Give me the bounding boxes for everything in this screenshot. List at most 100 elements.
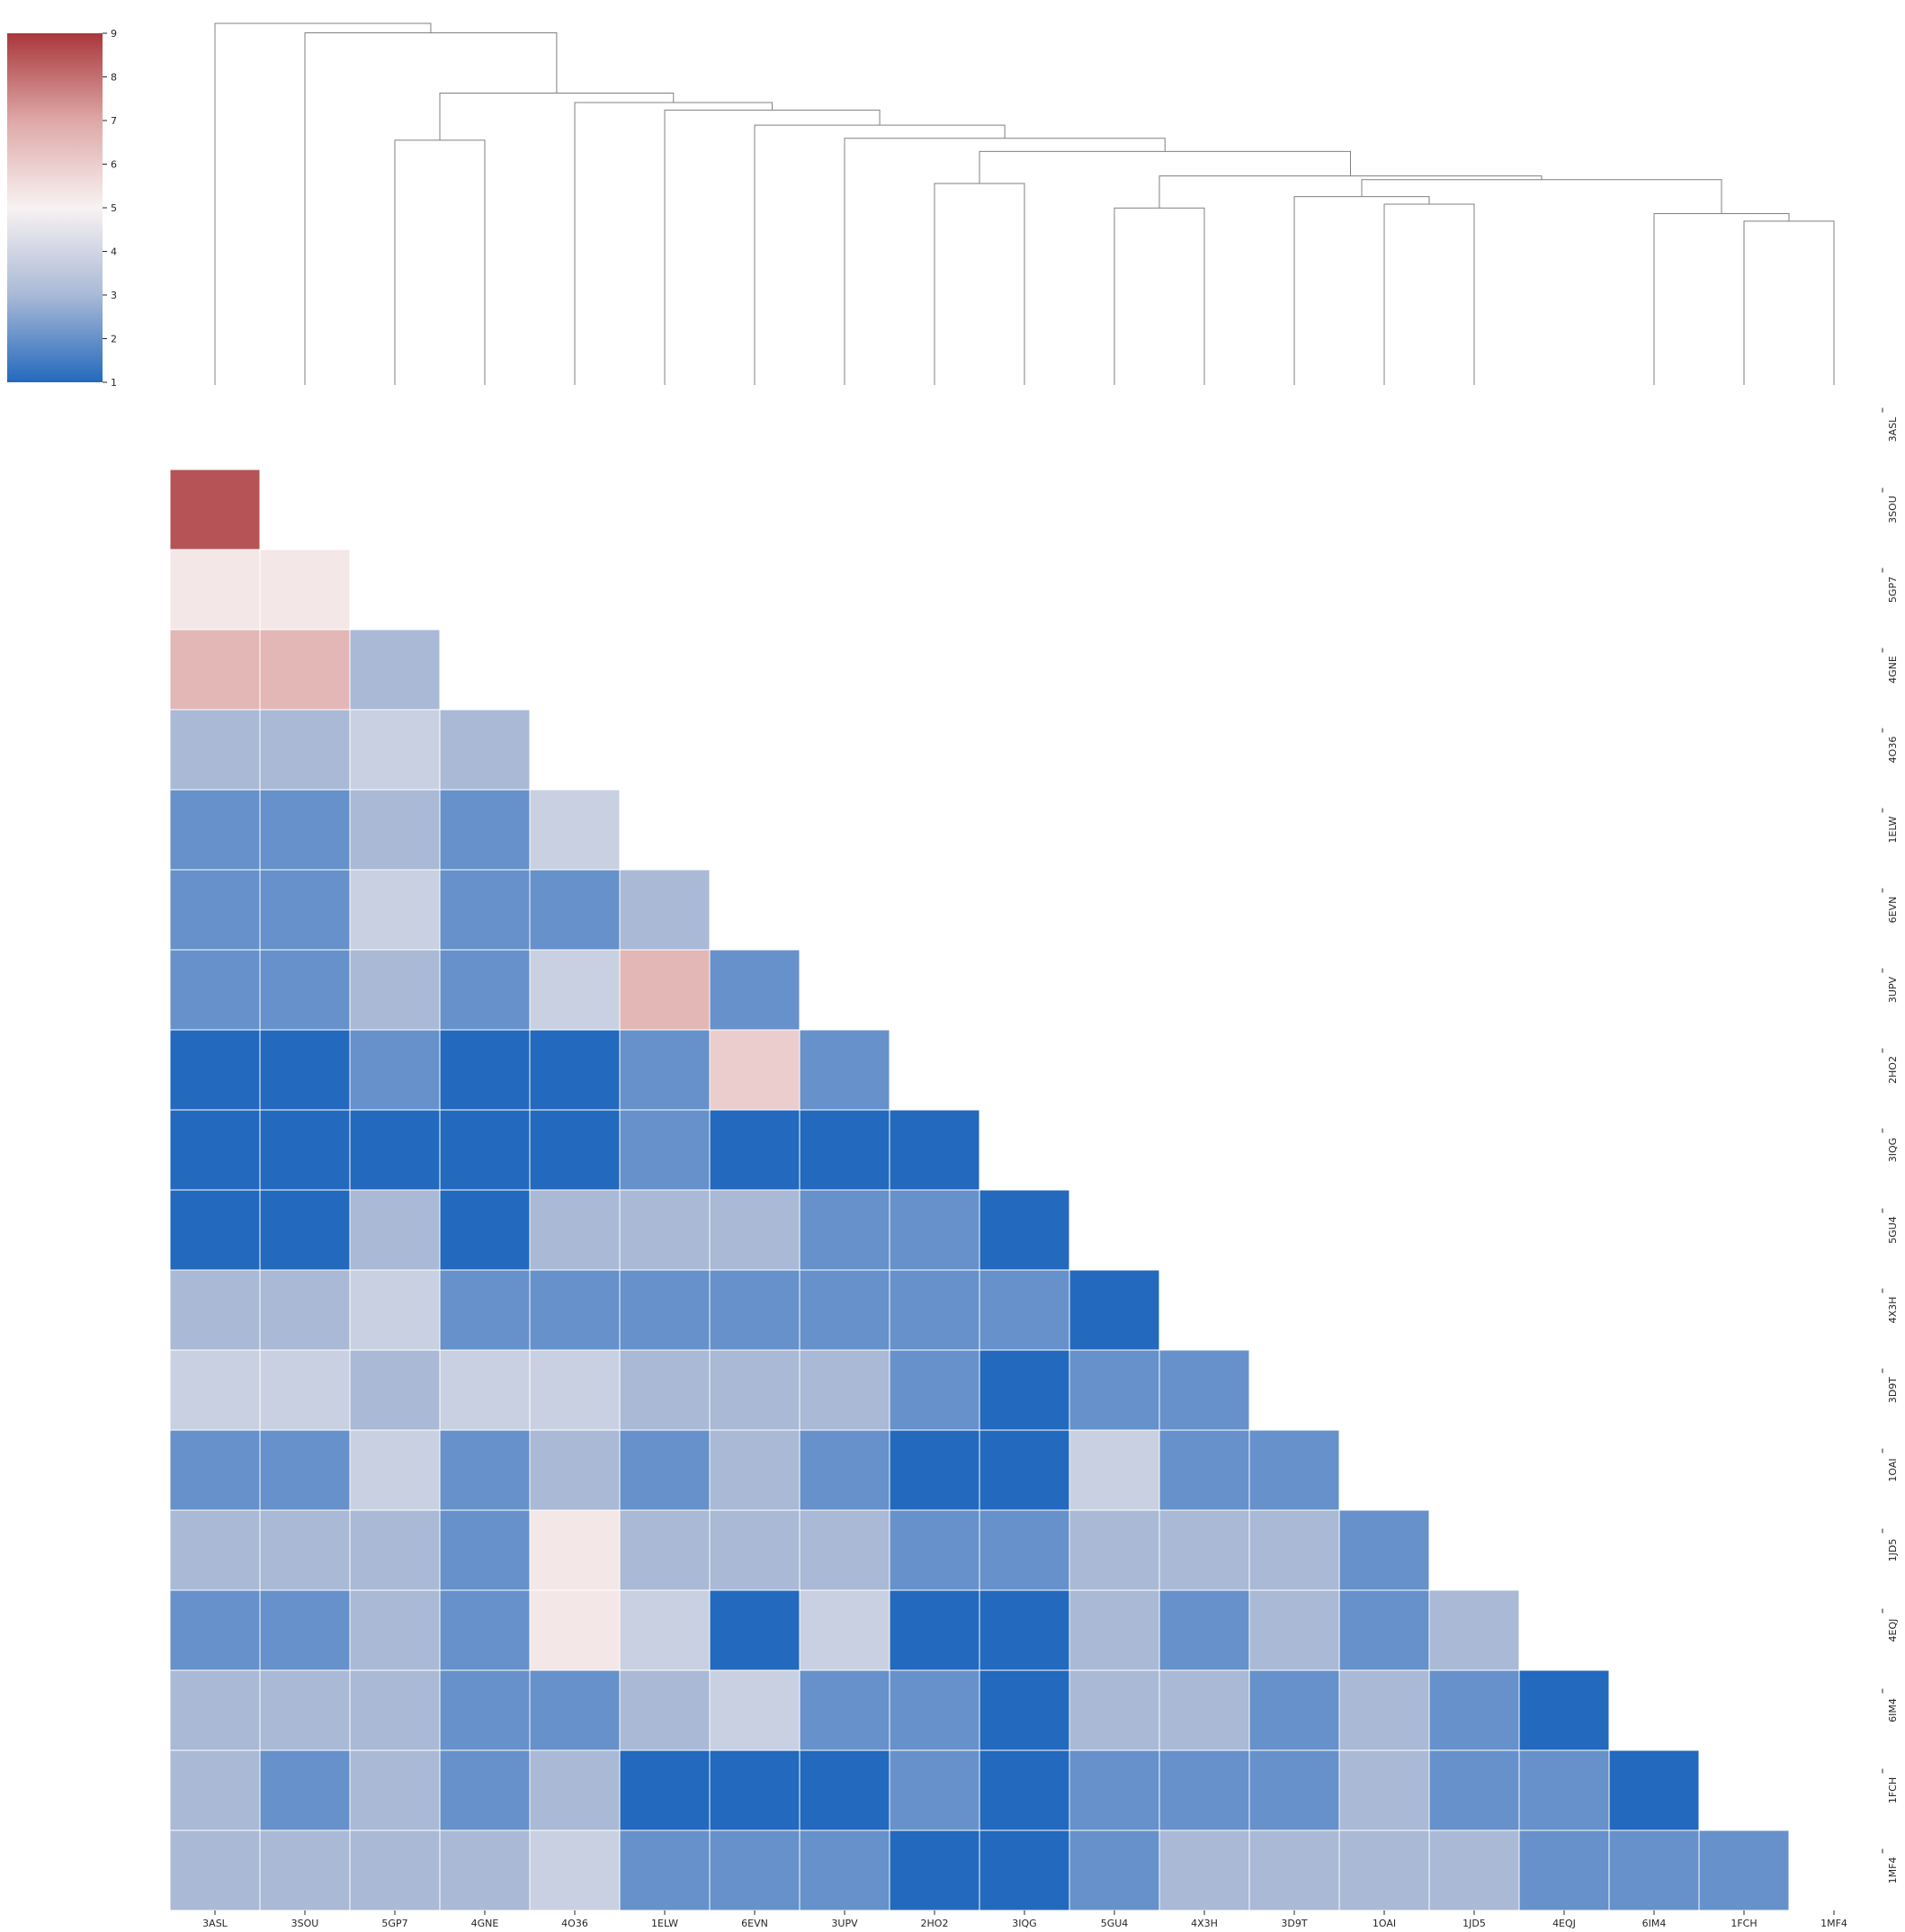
heatmap-cell	[259, 789, 351, 871]
x-tick-label: 1OAI	[1373, 1918, 1396, 1929]
dendrogram-link	[1113, 207, 1205, 385]
x-tick-label: 1JD5	[1462, 1918, 1486, 1929]
heatmap-cell	[619, 1669, 711, 1751]
heatmap-cell	[889, 1429, 980, 1511]
heatmap-cell	[259, 1509, 351, 1591]
heatmap-cell	[799, 1829, 890, 1911]
heatmap-cell	[979, 1589, 1070, 1671]
heatmap-cell	[799, 1029, 890, 1111]
heatmap-cell	[349, 1349, 441, 1431]
heatmap-cell	[619, 1429, 711, 1511]
heatmap-cell	[349, 1749, 441, 1831]
heatmap-cell	[439, 869, 531, 951]
heatmap-cell	[439, 1189, 531, 1271]
heatmap-cell	[169, 949, 261, 1031]
heatmap-cell	[979, 1189, 1070, 1271]
heatmap-cell	[1428, 1749, 1520, 1831]
heatmap-cell	[529, 1749, 621, 1831]
heatmap-cell	[1158, 1749, 1250, 1831]
heatmap-cell	[529, 1349, 621, 1431]
heatmap-cell	[349, 1429, 441, 1511]
heatmap-cell	[259, 949, 351, 1031]
heatmap-cell	[349, 1109, 441, 1191]
heatmap-cell	[1158, 1509, 1250, 1591]
heatmap-cell	[1069, 1429, 1160, 1511]
heatmap-cell	[799, 1669, 890, 1751]
heatmap-cell	[1069, 1829, 1160, 1911]
heatmap-cell	[799, 1269, 890, 1351]
heatmap-cell	[1338, 1589, 1430, 1671]
y-tick-label: 5GU4	[1887, 1216, 1899, 1244]
y-tick-label: 3SOU	[1887, 496, 1899, 523]
colorbar-tick-label: 3	[111, 290, 117, 301]
heatmap-cell	[979, 1349, 1070, 1431]
heatmap-cell	[1428, 1589, 1520, 1671]
heatmap-cell	[529, 1509, 621, 1591]
heatmap-cell	[439, 789, 531, 871]
heatmap-cell	[709, 1669, 800, 1751]
heatmap-cell	[169, 469, 261, 550]
heatmap-cell	[1069, 1749, 1160, 1831]
y-tick-labels: 3ASL 3SOU 5GP7 4GNE 4O36 1ELW 6EVN 3UPV 2HO2 3IQG…	[1882, 407, 1899, 1883]
heatmap-cell	[259, 1109, 351, 1191]
heatmap-cell	[889, 1829, 980, 1911]
heatmap-cell	[349, 1509, 441, 1591]
heatmap-cell	[169, 1669, 261, 1751]
y-tick-label: 5GP7	[1887, 577, 1899, 603]
y-tick-label: 6EVN	[1887, 897, 1899, 924]
x-tick-label: 2HO2	[921, 1918, 949, 1929]
heatmap-cell	[349, 1269, 441, 1351]
heatmap-cell	[889, 1109, 980, 1191]
heatmap-cell	[709, 1189, 800, 1271]
x-tick-label: 6EVN	[741, 1918, 768, 1929]
heatmap-cell	[439, 1589, 531, 1671]
heatmap-cell	[529, 869, 621, 951]
dendrogram-link	[439, 92, 675, 140]
heatmap-cell	[169, 1189, 261, 1271]
heatmap-cell	[259, 1029, 351, 1111]
y-tick-label: 2HO2	[1887, 1056, 1899, 1084]
dendrogram-link	[574, 102, 774, 385]
heatmap-cell	[709, 1109, 800, 1191]
heatmap-cell	[1698, 1829, 1790, 1911]
heatmap-cell	[529, 1669, 621, 1751]
x-tick-label: 4EQJ	[1552, 1918, 1576, 1929]
heatmap-cell	[1069, 1589, 1160, 1671]
heatmap-cell	[1069, 1669, 1160, 1751]
heatmap-cell	[169, 709, 261, 791]
heatmap-cell	[619, 1029, 711, 1111]
dendrogram-link	[934, 183, 1025, 385]
heatmap-cell	[349, 869, 441, 951]
heatmap-cell	[1338, 1829, 1430, 1911]
heatmap-cell	[169, 789, 261, 871]
x-tick-label: 4O36	[561, 1918, 588, 1929]
heatmap-cell	[169, 1829, 261, 1911]
heatmap-cell	[619, 1349, 711, 1431]
dendrogram-link	[304, 31, 558, 385]
heatmap-cell	[619, 1109, 711, 1191]
heatmap-cell	[979, 1429, 1070, 1511]
x-tick-label: 1MF4	[1820, 1918, 1847, 1929]
heatmap-cell	[349, 709, 441, 791]
heatmap-cell	[529, 1029, 621, 1111]
heatmap-cell	[439, 1429, 531, 1511]
heatmap-cell	[529, 1109, 621, 1191]
heatmap-cell	[259, 709, 351, 791]
y-tick-label: 6IM4	[1887, 1698, 1899, 1722]
colorbar-gradient	[7, 33, 103, 382]
heatmap-cell	[619, 1829, 711, 1911]
heatmap-cell	[1608, 1749, 1700, 1831]
heatmap-cell	[169, 1749, 261, 1831]
dendrogram-link	[1743, 220, 1835, 385]
heatmap-cell	[709, 1589, 800, 1671]
dendrogram-link	[214, 22, 432, 385]
heatmap-cell	[619, 1509, 711, 1591]
heatmap-cell	[979, 1669, 1070, 1751]
heatmap-cell	[619, 1189, 711, 1271]
heatmap-cell	[1248, 1589, 1340, 1671]
heatmap-cell	[799, 1509, 890, 1591]
y-tick-label: 3UPV	[1887, 976, 1899, 1003]
dendrogram-link	[664, 109, 881, 385]
heatmap-cell	[1248, 1669, 1340, 1751]
